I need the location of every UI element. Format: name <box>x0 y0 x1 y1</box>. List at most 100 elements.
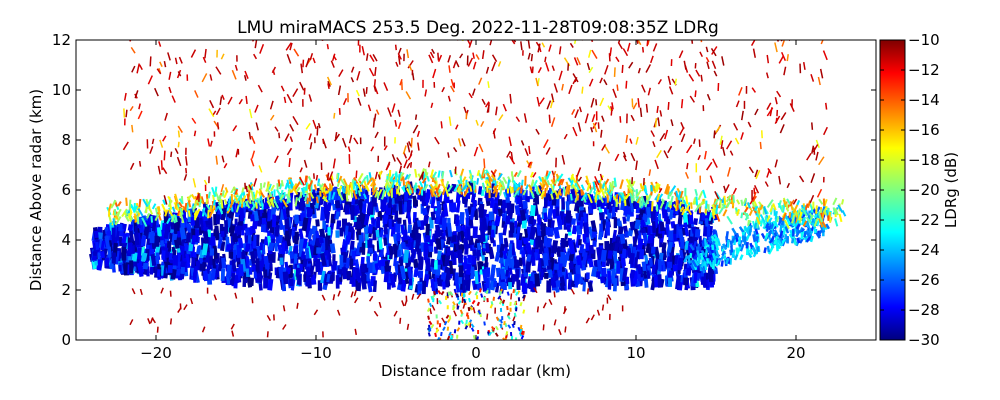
echo-gate <box>648 169 652 176</box>
echo-gate <box>504 256 509 270</box>
echo-gate <box>375 229 380 238</box>
colorbar-ticks: −10−12−14−16−18−20−22−24−26−28−30 <box>880 31 940 349</box>
echo-gate <box>293 253 298 264</box>
echo-gate <box>163 150 166 161</box>
echo-gate <box>374 263 380 271</box>
echo-gate <box>772 203 777 211</box>
echo-gate <box>426 307 431 312</box>
echo-gate <box>708 260 714 268</box>
echo-gate <box>588 187 594 195</box>
echo-gate <box>637 40 642 46</box>
echo-gate <box>570 218 577 226</box>
echo-gate <box>256 209 262 221</box>
echo-gate <box>357 97 362 106</box>
echo-gate <box>581 86 584 94</box>
echo-gate <box>231 233 238 243</box>
echo-gate <box>251 297 254 304</box>
echo-gate <box>601 183 606 189</box>
echo-gate <box>722 243 728 251</box>
echo-gate <box>154 267 160 278</box>
echo-gate <box>366 202 373 214</box>
echo-gate <box>618 40 621 43</box>
echo-gate <box>455 215 460 227</box>
echo-gate <box>461 184 467 193</box>
echo-gate <box>497 182 502 191</box>
echo-gate <box>321 294 326 301</box>
echo-gate <box>131 288 136 295</box>
echo-gate <box>347 146 351 153</box>
echo-gate <box>623 205 629 216</box>
echo-gate <box>357 190 362 197</box>
echo-gate <box>313 309 319 316</box>
echo-gate <box>693 138 696 145</box>
echo-gate <box>259 43 265 54</box>
echo-gate <box>319 190 322 197</box>
echo-gate <box>646 40 649 47</box>
echo-gate <box>625 134 629 143</box>
echo-gate <box>423 183 429 192</box>
echo-gate <box>332 203 337 211</box>
echo-gate <box>704 248 709 258</box>
echo-gate <box>697 190 704 201</box>
echo-gate <box>333 112 336 119</box>
echo-gate <box>177 125 183 133</box>
echo-gate <box>729 150 734 156</box>
echo-gate <box>732 195 735 203</box>
echo-gate <box>369 54 375 62</box>
echo-gate <box>786 54 789 62</box>
echo-gate <box>187 210 191 217</box>
echo-gate <box>685 195 689 205</box>
echo-gate <box>691 226 697 234</box>
echo-gate <box>449 291 454 296</box>
echo-gate <box>710 47 717 57</box>
echo-gate <box>292 115 299 126</box>
echo-gate <box>331 260 338 271</box>
echo-gate <box>723 195 727 206</box>
echo-gate <box>607 250 613 259</box>
echo-gate <box>467 290 472 296</box>
echo-gate <box>185 156 188 166</box>
echo-gate <box>403 249 410 263</box>
echo-gate <box>163 195 168 205</box>
echo-gate <box>205 198 209 205</box>
echo-gate <box>345 194 349 202</box>
echo-gate <box>773 32 776 38</box>
echo-gate <box>247 227 253 236</box>
echo-gate <box>460 292 464 297</box>
echo-gate <box>499 319 503 324</box>
echo-gate <box>408 141 412 147</box>
echo-gate <box>299 177 305 186</box>
echo-gate <box>722 146 726 156</box>
echo-gate <box>481 50 485 60</box>
echo-gate <box>529 66 533 74</box>
echo-gate <box>551 170 555 178</box>
echo-gate <box>657 78 662 85</box>
echo-gate <box>549 183 555 194</box>
x-axis: −20 −10 0 10 20 <box>140 40 806 362</box>
echo-gate <box>175 217 181 232</box>
echo-gate <box>266 197 272 207</box>
echo-gate <box>435 328 439 334</box>
echo-gate <box>174 57 178 65</box>
echo-gate <box>268 242 275 252</box>
echo-gate <box>417 142 420 151</box>
echo-gate <box>266 209 273 224</box>
echo-gate <box>474 291 479 296</box>
echo-gate <box>470 327 475 332</box>
echo-gate <box>455 60 460 68</box>
echo-gate <box>356 71 361 81</box>
echo-gate <box>300 63 304 74</box>
echo-gate <box>219 206 224 215</box>
echo-gate <box>440 121 443 129</box>
echo-gate <box>133 215 138 223</box>
echo-gate <box>215 66 222 75</box>
echo-gate <box>350 291 354 298</box>
echo-gate <box>462 298 467 304</box>
echo-gate <box>767 229 773 238</box>
echo-gate <box>256 197 262 207</box>
echo-gate <box>193 130 197 137</box>
echo-gate <box>254 104 259 113</box>
echo-gate <box>791 238 795 244</box>
echo-gate <box>656 105 659 114</box>
